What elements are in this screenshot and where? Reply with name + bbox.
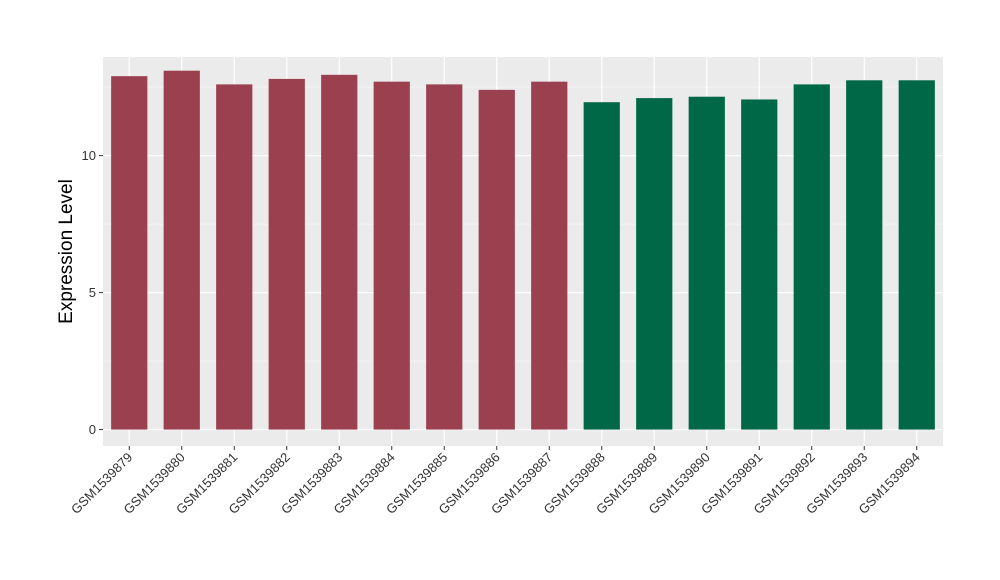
y-axis: 0 5 10 bbox=[82, 148, 103, 437]
bars-layer bbox=[111, 70, 935, 430]
bar-gsm1539887 bbox=[531, 81, 568, 430]
bar-gsm1539880 bbox=[163, 70, 200, 430]
bar-gsm1539886 bbox=[478, 89, 515, 430]
bar-gsm1539892 bbox=[793, 84, 830, 430]
bar-gsm1539893 bbox=[846, 80, 883, 430]
bar-gsm1539882 bbox=[268, 78, 305, 430]
bar-gsm1539891 bbox=[741, 99, 778, 430]
bar-gsm1539883 bbox=[321, 74, 358, 430]
y-tick-label: 5 bbox=[89, 285, 96, 300]
bar-gsm1539890 bbox=[688, 96, 725, 430]
y-tick-label: 0 bbox=[89, 422, 96, 437]
bar-gsm1539885 bbox=[426, 84, 463, 430]
y-axis-title: Expression Level bbox=[56, 179, 77, 324]
y-tick-label: 10 bbox=[82, 148, 96, 163]
bar-gsm1539881 bbox=[216, 84, 253, 430]
bar-gsm1539894 bbox=[898, 80, 935, 430]
bar-gsm1539879 bbox=[111, 76, 148, 430]
bar-gsm1539889 bbox=[636, 98, 673, 430]
bar-gsm1539884 bbox=[373, 81, 410, 430]
bar-gsm1539888 bbox=[583, 102, 620, 430]
x-axis: GSM1539879GSM1539880GSM1539881GSM1539882… bbox=[68, 446, 923, 517]
